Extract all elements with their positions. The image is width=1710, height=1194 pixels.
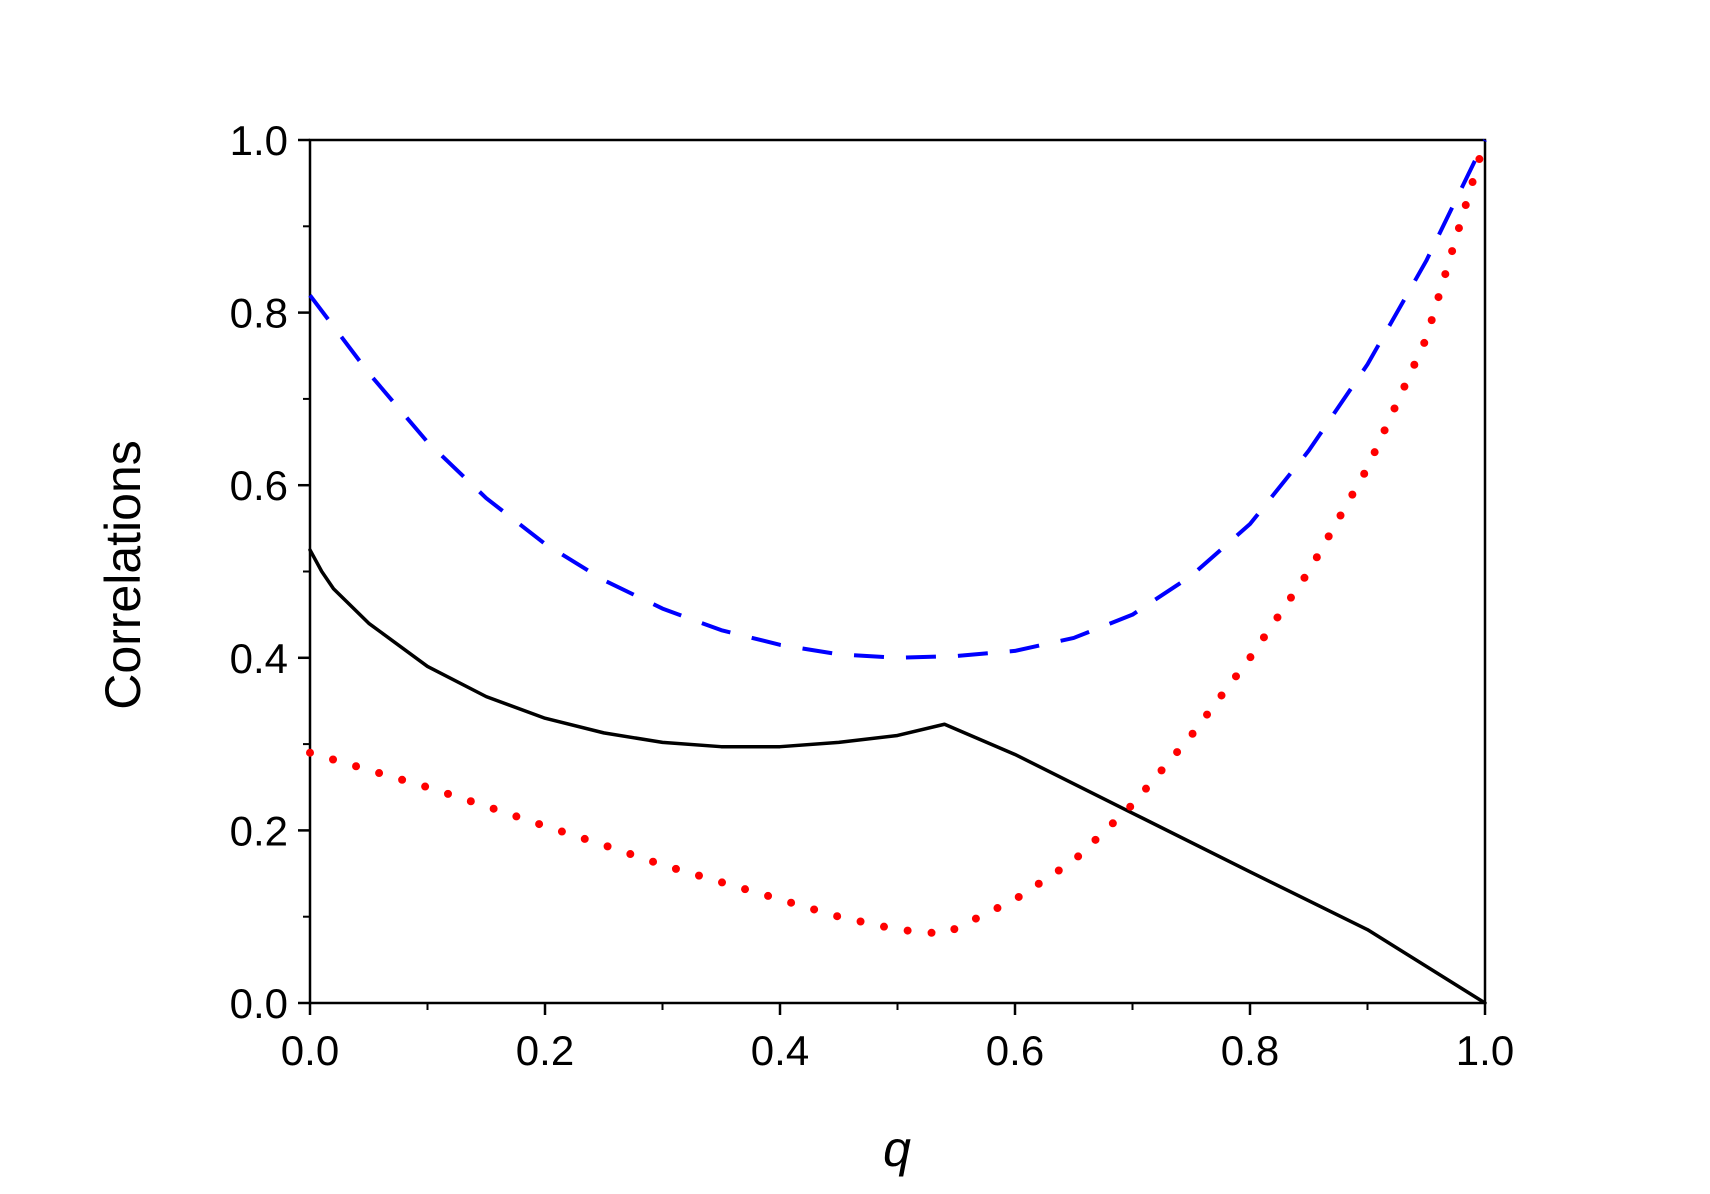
y-tick-label: 0.6 bbox=[230, 462, 288, 509]
series-layer bbox=[306, 136, 1489, 1005]
y-tick-label: 0.2 bbox=[230, 807, 288, 854]
minor-ticks bbox=[303, 225, 1369, 1010]
major-ticks bbox=[298, 138, 1487, 1015]
series-line-dotted bbox=[306, 136, 1489, 938]
x-tick-label: 0.0 bbox=[281, 1027, 339, 1074]
series-line-solid bbox=[308, 548, 1487, 1005]
x-tick-labels: 0.0 0.2 0.4 0.6 0.8 1.0 bbox=[281, 1027, 1514, 1074]
y-tick-label: 0.4 bbox=[230, 635, 288, 682]
x-tick-label: 1.0 bbox=[1456, 1027, 1514, 1074]
y-tick-label: 0.0 bbox=[230, 980, 288, 1027]
series-line-dashed bbox=[308, 139, 1487, 660]
x-tick-label: 0.6 bbox=[986, 1027, 1044, 1074]
y-tick-label: 1.0 bbox=[230, 117, 288, 164]
y-tick-label: 0.8 bbox=[230, 290, 288, 337]
x-tick-label: 0.8 bbox=[1221, 1027, 1279, 1074]
y-tick-labels: 0.0 0.2 0.4 0.6 0.8 1.0 bbox=[230, 117, 288, 1027]
x-tick-label: 0.2 bbox=[516, 1027, 574, 1074]
x-axis-title: q bbox=[883, 1121, 911, 1177]
plot-frame bbox=[308, 138, 1487, 1005]
y-axis-title: Correlations bbox=[95, 440, 151, 710]
x-tick-label: 0.4 bbox=[751, 1027, 809, 1074]
